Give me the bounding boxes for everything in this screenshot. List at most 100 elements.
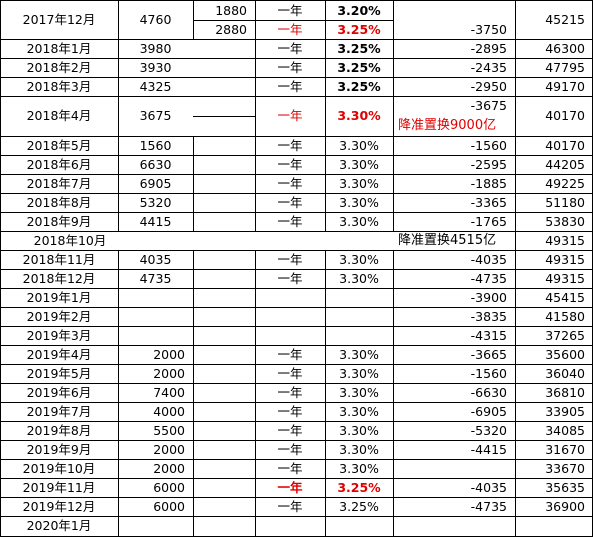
term-cell[interactable]: 一年: [277, 60, 303, 75]
total-cell[interactable]: 36810: [545, 385, 585, 400]
diff-cell[interactable]: -4735: [470, 499, 507, 514]
diff-cell[interactable]: -6630: [470, 385, 507, 400]
rate-cell[interactable]: 3.20%: [337, 3, 381, 18]
diff-cell[interactable]: -4035: [470, 252, 507, 267]
total-cell[interactable]: 33670: [545, 461, 585, 476]
amount-cell[interactable]: 4760: [139, 12, 172, 27]
diff-cell[interactable]: -3900: [470, 290, 507, 305]
diff-cell[interactable]: -4735: [470, 271, 507, 286]
date-cell[interactable]: 2018年3月: [26, 79, 92, 94]
diff-cell[interactable]: -1560: [470, 138, 507, 153]
rate-cell[interactable]: 3.30%: [339, 366, 379, 381]
amount-cell[interactable]: 2000: [153, 461, 185, 476]
total-cell[interactable]: 35635: [545, 480, 585, 495]
date-cell[interactable]: 2019年4月: [26, 347, 92, 362]
amount-cell[interactable]: 3675: [139, 108, 172, 123]
total-cell[interactable]: 40170: [545, 138, 585, 153]
date-cell[interactable]: 2018年6月: [26, 157, 92, 172]
rate-cell[interactable]: 3.30%: [339, 252, 379, 267]
term-cell[interactable]: 一年: [277, 176, 303, 191]
diff-cell[interactable]: -1560: [470, 366, 507, 381]
term-cell[interactable]: 一年: [277, 3, 303, 18]
date-cell[interactable]: 2019年1月: [26, 290, 92, 305]
term-cell[interactable]: 一年: [277, 252, 303, 267]
date-cell[interactable]: 2019年6月: [26, 385, 92, 400]
total-cell[interactable]: 34085: [545, 423, 585, 438]
rate-cell[interactable]: 3.30%: [339, 442, 379, 457]
rate-cell[interactable]: 3.30%: [337, 108, 381, 123]
total-cell[interactable]: 46300: [545, 41, 585, 56]
total-cell[interactable]: 40170: [545, 108, 585, 123]
total-cell[interactable]: 45415: [545, 290, 585, 305]
amount-cell[interactable]: 3980: [139, 41, 172, 56]
total-cell[interactable]: 45215: [545, 12, 585, 27]
amount-cell[interactable]: 4325: [139, 79, 172, 94]
term-cell[interactable]: 一年: [277, 480, 303, 495]
total-cell[interactable]: 36040: [545, 366, 585, 381]
term-cell[interactable]: 一年: [277, 157, 303, 172]
amount-cell[interactable]: 4415: [139, 214, 172, 229]
rate-cell[interactable]: 3.25%: [339, 499, 379, 514]
note-cell[interactable]: 降准置换4515亿: [398, 233, 497, 248]
term-cell[interactable]: 一年: [277, 347, 303, 362]
term-cell[interactable]: 一年: [277, 499, 303, 514]
total-cell[interactable]: 49315: [545, 252, 585, 267]
rate-cell[interactable]: 3.30%: [339, 195, 379, 210]
total-cell[interactable]: 49170: [545, 79, 585, 94]
diff-cell[interactable]: -3665: [470, 347, 507, 362]
amount-cell[interactable]: 2000: [153, 442, 185, 457]
rate-cell[interactable]: 3.25%: [337, 60, 381, 75]
term-cell[interactable]: 一年: [277, 423, 303, 438]
rate-cell[interactable]: 3.30%: [339, 404, 379, 419]
date-cell[interactable]: 2019年11月: [22, 480, 96, 495]
sub-amount-cell[interactable]: 2880: [215, 22, 247, 37]
term-cell[interactable]: 一年: [277, 214, 303, 229]
rate-cell[interactable]: 3.30%: [339, 347, 379, 362]
term-cell[interactable]: 一年: [277, 108, 303, 123]
date-cell[interactable]: 2019年3月: [26, 328, 92, 343]
amount-cell[interactable]: 6000: [153, 480, 185, 495]
diff-cell[interactable]: -3750: [470, 22, 507, 37]
amount-cell[interactable]: 6630: [139, 157, 172, 172]
diff-cell[interactable]: -1885: [470, 176, 507, 191]
term-cell[interactable]: 一年: [277, 195, 303, 210]
amount-cell[interactable]: 4035: [139, 252, 172, 267]
rate-cell[interactable]: 3.30%: [339, 423, 379, 438]
total-cell[interactable]: 37265: [545, 328, 585, 343]
term-cell[interactable]: 一年: [277, 271, 303, 286]
rate-cell[interactable]: 3.30%: [339, 385, 379, 400]
diff-cell[interactable]: -3835: [470, 309, 507, 324]
date-cell[interactable]: 2018年4月: [26, 108, 92, 123]
diff-cell[interactable]: -5320: [470, 423, 507, 438]
date-cell[interactable]: 2019年2月: [26, 309, 92, 324]
date-cell[interactable]: 2018年5月: [26, 138, 92, 153]
diff-cell[interactable]: -4415: [470, 442, 507, 457]
date-cell[interactable]: 2019年8月: [26, 423, 92, 438]
term-cell[interactable]: 一年: [277, 366, 303, 381]
total-cell[interactable]: 44205: [545, 157, 585, 172]
total-cell[interactable]: 51180: [545, 195, 585, 210]
date-cell[interactable]: 2018年2月: [26, 60, 92, 75]
rate-cell[interactable]: 3.25%: [337, 22, 381, 37]
diff-cell[interactable]: -2950: [470, 79, 507, 94]
rate-cell[interactable]: 3.25%: [337, 41, 381, 56]
date-cell[interactable]: 2017年12月: [22, 12, 96, 27]
term-cell[interactable]: 一年: [277, 385, 303, 400]
date-cell[interactable]: 2018年10月: [33, 233, 107, 248]
total-cell[interactable]: 53830: [545, 214, 585, 229]
amount-cell[interactable]: 1560: [139, 138, 172, 153]
rate-cell[interactable]: 3.30%: [339, 271, 379, 286]
total-cell[interactable]: 49225: [545, 176, 585, 191]
date-cell[interactable]: 2018年8月: [26, 195, 92, 210]
rate-cell[interactable]: 3.25%: [337, 79, 381, 94]
rate-cell[interactable]: 3.30%: [339, 461, 379, 476]
amount-cell[interactable]: 4000: [153, 404, 185, 419]
amount-cell[interactable]: 3930: [139, 60, 172, 75]
total-cell[interactable]: 31670: [545, 442, 585, 457]
date-cell[interactable]: 2018年11月: [22, 252, 96, 267]
date-cell[interactable]: 2019年7月: [26, 404, 92, 419]
diff-cell[interactable]: -4035: [470, 480, 507, 495]
rate-cell[interactable]: 3.30%: [339, 214, 379, 229]
diff-cell[interactable]: -2435: [470, 60, 507, 75]
diff-cell[interactable]: -2595: [470, 157, 507, 172]
